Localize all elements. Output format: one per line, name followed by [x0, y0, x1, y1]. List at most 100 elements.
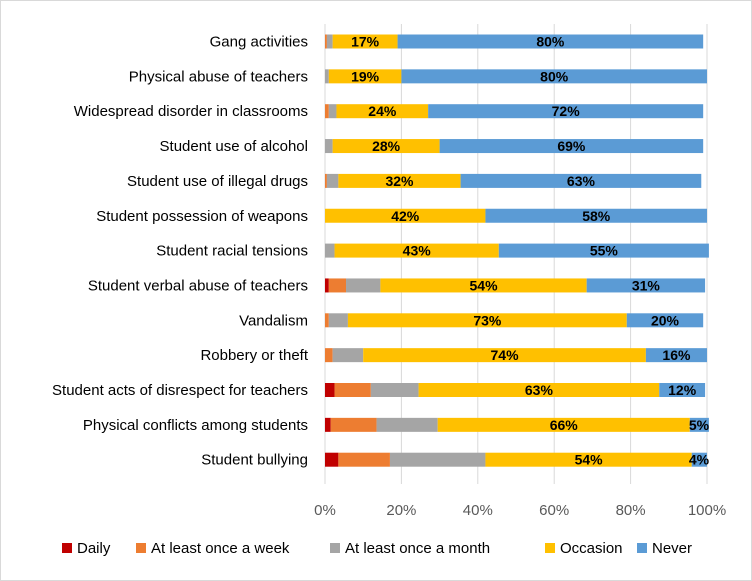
bar-occasion-student-verbal-abuse-of-teachers	[380, 278, 587, 293]
bar-never-robbery-or-theft	[645, 348, 707, 363]
bar-never-student-use-of-illegal-drugs	[460, 173, 702, 188]
data-label-occasion-student-use-of-alcohol: 28%	[372, 138, 401, 154]
bar-daily-student-bullying	[325, 452, 339, 467]
data-label-occasion-student-use-of-illegal-drugs: 32%	[385, 173, 414, 189]
bar-occasion-widespread-disorder-in-classrooms	[336, 104, 429, 119]
data-label-occasion-robbery-or-theft: 74%	[491, 347, 520, 363]
bar-at-least-once-a-week-student-use-of-illegal-drugs	[325, 173, 327, 188]
bar-never-student-racial-tensions	[498, 243, 709, 258]
data-label-never-widespread-disorder-in-classrooms: 72%	[552, 103, 581, 119]
category-label-student-bullying: Student bullying	[201, 452, 308, 469]
data-label-never-student-acts-of-disrespect-for-teachers: 12%	[668, 382, 697, 398]
category-label-student-use-of-alcohol: Student use of alcohol	[160, 138, 308, 155]
bar-at-least-once-a-month-robbery-or-theft	[332, 348, 364, 363]
bar-at-least-once-a-week-physical-conflicts-among-students	[330, 417, 377, 432]
data-label-never-physical-abuse-of-teachers: 80%	[540, 68, 569, 84]
bar-occasion-physical-conflicts-among-students	[437, 417, 690, 432]
bar-never-student-verbal-abuse-of-teachers	[586, 278, 706, 293]
data-label-never-robbery-or-theft: 16%	[662, 347, 691, 363]
legend-swatch-at-least-once-a-month	[330, 543, 340, 553]
bar-at-least-once-a-month-student-use-of-illegal-drugs	[326, 173, 339, 188]
bar-daily-physical-conflicts-among-students	[325, 417, 331, 432]
bars	[325, 34, 709, 467]
x-tick-label: 60%	[539, 502, 569, 519]
data-label-never-gang-activities: 80%	[536, 34, 565, 50]
category-labels: Gang activities Physical abuse of teacher…	[52, 34, 309, 469]
bar-at-least-once-a-month-student-bullying	[389, 452, 486, 467]
bar-daily-student-acts-of-disrespect-for-teachers	[325, 383, 335, 397]
legend-swatch-never	[637, 543, 647, 553]
data-label-occasion-gang-activities: 17%	[351, 34, 380, 50]
bar-occasion-student-use-of-alcohol	[332, 139, 440, 154]
data-label-never-student-racial-tensions: 55%	[590, 243, 619, 259]
bar-never-physical-abuse-of-teachers	[401, 69, 707, 84]
bar-at-least-once-a-month-student-acts-of-disrespect-for-teachers	[370, 383, 419, 397]
bar-occasion-student-bullying	[485, 452, 692, 467]
bar-never-student-bullying	[691, 452, 707, 467]
bar-never-vandalism	[626, 313, 704, 328]
data-label-occasion-physical-abuse-of-teachers: 19%	[351, 68, 380, 84]
category-label-student-possession-of-weapons: Student possession of weapons	[96, 208, 308, 225]
bar-daily-student-verbal-abuse-of-teachers	[325, 278, 329, 293]
bar-at-least-once-a-week-student-verbal-abuse-of-teachers	[328, 278, 347, 293]
bar-at-least-once-a-month-student-verbal-abuse-of-teachers	[346, 278, 381, 293]
legend-swatch-daily	[62, 543, 72, 553]
category-label-vandalism: Vandalism	[239, 312, 308, 329]
x-axis-ticks: 0% 20% 40% 60% 80% 100%	[314, 502, 726, 519]
bar-at-least-once-a-week-student-acts-of-disrespect-for-teachers	[334, 383, 371, 397]
legend-label-at-least-once-a-week: At least once a week	[151, 540, 290, 557]
category-label-robbery-or-theft: Robbery or theft	[200, 347, 308, 364]
x-tick-label: 20%	[386, 502, 416, 519]
bar-occasion-student-possession-of-weapons	[325, 208, 486, 223]
bar-occasion-student-racial-tensions	[334, 243, 499, 258]
data-label-occasion-student-possession-of-weapons: 42%	[391, 208, 420, 224]
category-label-student-acts-of-disrespect-for-teachers: Student acts of disrespect for teachers	[52, 382, 308, 399]
legend-label-never: Never	[652, 540, 692, 557]
category-label-widespread-disorder-in-classrooms: Widespread disorder in classrooms	[74, 103, 308, 120]
x-tick-label: 0%	[314, 502, 336, 519]
data-label-occasion-student-verbal-abuse-of-teachers: 54%	[470, 277, 499, 293]
x-tick-label: 40%	[463, 502, 493, 519]
bar-occasion-vandalism	[347, 313, 627, 328]
bar-never-student-acts-of-disrespect-for-teachers	[659, 383, 706, 397]
data-label-occasion-student-racial-tensions: 43%	[403, 243, 432, 259]
data-label-never-student-verbal-abuse-of-teachers: 31%	[632, 277, 661, 293]
legend: Daily At least once a week At least once a…	[62, 540, 692, 557]
bar-occasion-gang-activities	[332, 34, 398, 49]
bar-occasion-student-acts-of-disrespect-for-teachers	[418, 383, 660, 397]
data-label-never-vandalism: 20%	[651, 312, 680, 328]
bar-at-least-once-a-week-gang-activities	[325, 34, 327, 49]
bar-at-least-once-a-month-gang-activities	[326, 34, 333, 49]
data-label-never-student-use-of-illegal-drugs: 63%	[567, 173, 596, 189]
data-label-occasion-widespread-disorder-in-classrooms: 24%	[368, 103, 397, 119]
x-tick-label: 80%	[616, 502, 646, 519]
category-label-student-racial-tensions: Student racial tensions	[156, 243, 308, 260]
bar-at-least-once-a-month-widespread-disorder-in-classrooms	[328, 104, 337, 119]
bar-never-gang-activities	[397, 34, 704, 49]
bar-never-physical-conflicts-among-students	[689, 417, 709, 432]
bar-at-least-once-a-week-student-bullying	[338, 452, 390, 467]
legend-swatch-occasion	[545, 543, 555, 553]
legend-label-at-least-once-a-month: At least once a month	[345, 540, 490, 557]
data-label-occasion-student-bullying: 54%	[575, 452, 604, 468]
category-label-gang-activities: Gang activities	[210, 34, 308, 51]
bar-at-least-once-a-week-vandalism	[325, 313, 329, 328]
data-label-occasion-physical-conflicts-among-students: 66%	[550, 417, 579, 433]
category-label-student-use-of-illegal-drugs: Student use of illegal drugs	[127, 173, 308, 190]
bar-at-least-once-a-week-widespread-disorder-in-classrooms	[325, 104, 329, 119]
bar-occasion-physical-abuse-of-teachers	[328, 69, 402, 84]
data-label-never-physical-conflicts-among-students: 5%	[689, 417, 710, 433]
category-label-physical-conflicts-among-students: Physical conflicts among students	[83, 417, 308, 434]
data-label-occasion-student-acts-of-disrespect-for-teachers: 63%	[525, 382, 554, 398]
bar-occasion-student-use-of-illegal-drugs	[338, 173, 461, 188]
bar-never-student-use-of-alcohol	[439, 139, 704, 154]
legend-label-daily: Daily	[77, 540, 111, 557]
bar-never-student-possession-of-weapons	[485, 208, 707, 223]
data-label-never-student-possession-of-weapons: 58%	[582, 208, 611, 224]
data-label-occasion-vandalism: 73%	[473, 312, 502, 328]
bar-at-least-once-a-month-physical-abuse-of-teachers	[325, 69, 329, 84]
bar-never-widespread-disorder-in-classrooms	[428, 104, 704, 119]
x-tick-label: 100%	[688, 502, 726, 519]
bar-occasion-robbery-or-theft	[363, 348, 646, 363]
